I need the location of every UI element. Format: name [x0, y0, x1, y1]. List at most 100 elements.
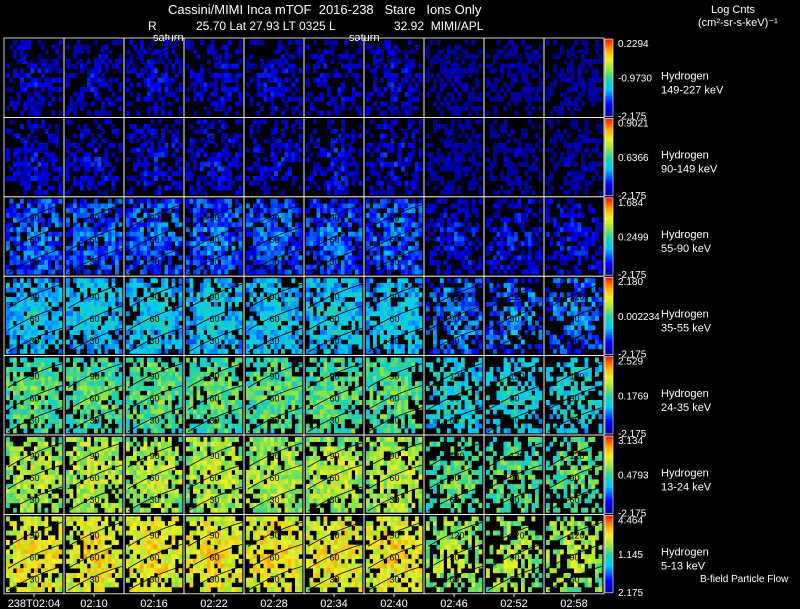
contour-line	[427, 566, 483, 591]
colorbar-segment	[605, 505, 613, 509]
colorbar-segment	[605, 226, 613, 230]
contour-label: 60	[510, 574, 520, 584]
contour-label: 60	[570, 416, 580, 426]
contour-label: 90	[90, 372, 100, 382]
contour-line	[7, 442, 63, 468]
contour-label: 60	[150, 314, 160, 324]
heatmap-panel	[126, 40, 183, 116]
contour-line	[67, 248, 123, 274]
contour-line	[367, 407, 423, 432]
contour-line	[427, 125, 483, 150]
contour-label: 120	[570, 530, 585, 540]
colorbar-segment	[605, 297, 613, 301]
colorbar-segment	[605, 323, 613, 327]
contour-label: 60	[330, 473, 340, 483]
contour-line	[547, 566, 603, 591]
colorbar-mid-label: 0.6366	[618, 153, 649, 164]
colorbar-segment	[605, 464, 613, 468]
heatmap-panel	[546, 437, 603, 513]
contour-label: 60	[150, 133, 160, 143]
contour-label: 60	[450, 54, 460, 64]
contour-label: 60	[270, 54, 280, 64]
contour-label: 90	[570, 473, 580, 483]
contour-line	[427, 283, 483, 309]
x-tick-label: 02:34	[320, 598, 348, 609]
heatmap-panel	[426, 278, 483, 354]
contour-line	[67, 486, 123, 512]
contour-line	[67, 407, 123, 432]
colorbar-segment	[605, 205, 613, 209]
contour-label: 60	[210, 473, 220, 483]
colorbar-segment	[605, 277, 613, 281]
contour-line	[7, 522, 63, 547]
contour-label: 60	[390, 394, 400, 404]
contour-line	[247, 363, 303, 388]
contour-line	[307, 204, 363, 230]
colorbar-segment	[605, 321, 613, 325]
heatmap-panel	[186, 357, 243, 434]
contour-label: 60	[90, 473, 100, 483]
contour-label: 90	[150, 372, 160, 382]
colorbar-segment	[605, 349, 613, 353]
contour-line	[367, 226, 423, 252]
contour-line	[187, 486, 243, 512]
colorbar-segment	[605, 564, 613, 568]
colorbar-segment	[605, 305, 613, 309]
contour-label: 90	[330, 372, 340, 382]
colorbar-segment	[605, 126, 613, 130]
contour-line	[307, 522, 363, 547]
contour-line	[487, 544, 543, 569]
contour-line	[187, 407, 243, 432]
heatmap-panel	[486, 198, 543, 275]
contour-line	[307, 305, 363, 331]
contour-line	[247, 125, 303, 150]
heatmap-panel	[246, 516, 303, 593]
contour-line	[187, 442, 243, 468]
colorbar-segment	[605, 448, 613, 452]
colorbar-segment	[605, 88, 613, 91]
contour-label: 120	[450, 451, 465, 461]
colorbar-segment	[605, 328, 613, 332]
contour-label: 90	[30, 530, 40, 540]
contour-line	[67, 385, 123, 410]
colorbar-segment	[605, 339, 613, 343]
contour-label: 60	[210, 314, 220, 324]
contour-line	[127, 125, 183, 150]
colorbar-segment	[605, 282, 613, 286]
contour-label: 60	[510, 416, 520, 426]
colorbar-segment	[605, 510, 613, 514]
contour-label: 30	[210, 574, 220, 584]
contour-line	[307, 385, 363, 410]
colorbar-segment	[605, 579, 613, 583]
contour-line	[367, 305, 423, 331]
contour-line	[7, 305, 63, 331]
heatmap-panel	[246, 278, 303, 354]
colorbar-segment	[605, 182, 613, 186]
contour-line	[127, 442, 183, 468]
contour-label: 60	[330, 54, 340, 64]
contour-line	[367, 283, 423, 309]
contour-label: 90	[270, 530, 280, 540]
heatmap-panel	[486, 516, 543, 593]
contour-line	[427, 385, 483, 410]
colorbar-segment	[605, 136, 613, 140]
colorbar-border	[604, 118, 614, 197]
contour-label: 60	[270, 473, 280, 483]
contour-line	[7, 125, 63, 150]
colorbar-segment	[605, 421, 613, 425]
colorbar-segment	[605, 54, 613, 58]
heatmap-panel	[126, 198, 183, 275]
colorbar-segment	[605, 525, 613, 529]
colorbar-segment	[605, 249, 613, 253]
heatmap-panel	[546, 40, 603, 116]
contour-line	[487, 305, 543, 331]
contour-label: 60	[510, 336, 520, 346]
contour-label: 30	[210, 336, 220, 346]
contour-label: 30	[90, 495, 100, 505]
contour-line	[67, 544, 123, 569]
colorbar-segment	[605, 546, 613, 550]
colorbar-segment	[605, 523, 613, 527]
contour-label: 60	[270, 314, 280, 324]
heatmap-panel	[186, 198, 243, 275]
contour-line	[67, 305, 123, 331]
